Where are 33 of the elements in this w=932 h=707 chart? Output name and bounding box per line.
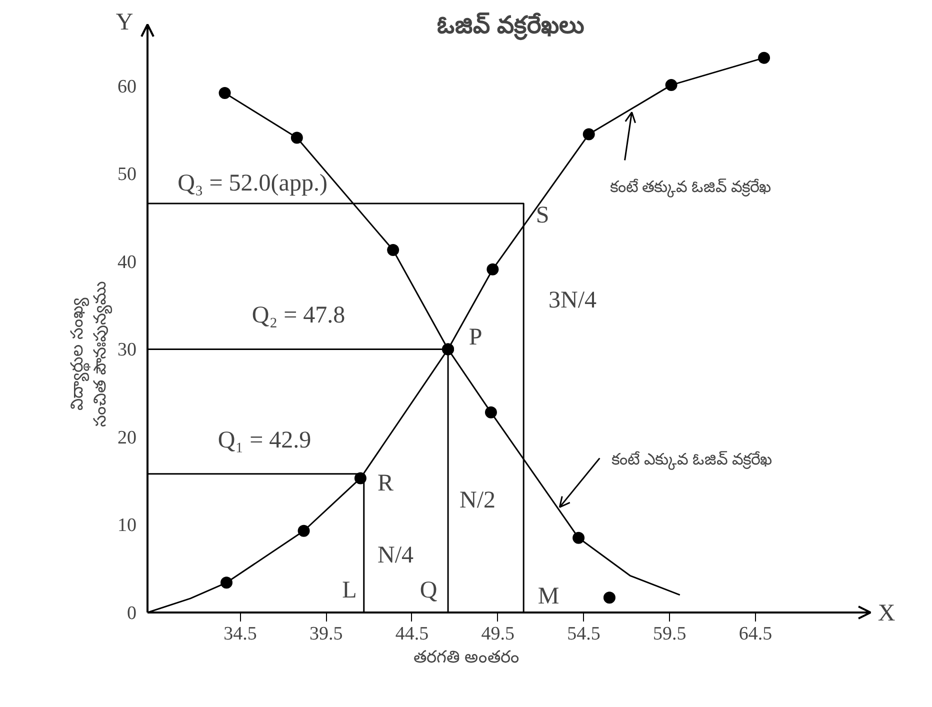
annotation: Q <box>420 578 438 604</box>
y-tick-label: 40 <box>118 252 136 273</box>
x-tick-label: 59.5 <box>652 624 686 644</box>
x-tick-label: 34.5 <box>224 624 257 644</box>
annotation: Q₂ = 47.8 <box>252 302 346 328</box>
text: X <box>878 600 896 626</box>
annotation: కంటే ఎక్కువ ఓజివ్ వక్రరేఖ <box>612 450 772 471</box>
annotation: R <box>377 470 394 496</box>
x-tick-label: 49.5 <box>481 624 514 644</box>
annotation: N/4 <box>378 542 414 568</box>
annotation: P <box>468 324 482 350</box>
x-tick-label: 64.5 <box>738 624 772 644</box>
y-tick-label: 20 <box>118 427 136 448</box>
annotation: S <box>536 202 550 228</box>
x-tick-label: 54.5 <box>567 624 600 644</box>
annotation: 3N/4 <box>548 288 596 314</box>
y-tick-label: 10 <box>118 515 136 536</box>
annotation: Q₃ = 52.0(app.) <box>178 170 328 196</box>
annotation: N/2 <box>460 488 496 514</box>
x-tick-label: 39.5 <box>309 624 343 644</box>
x-axis-title: తరగతి అంతరం <box>414 648 520 666</box>
annotation: L <box>342 578 357 604</box>
annotation: Q₁ = 42.9 <box>218 428 312 454</box>
text: Y <box>116 10 134 36</box>
annotation: కంటే తక్కువ ఓజివ్ వక్రరేఖ <box>610 178 772 198</box>
y-tick-label: 30 <box>118 340 136 361</box>
annotation: M <box>538 584 560 610</box>
y-axis-title: విద్యార్థుల సంఖ్య సంచిత పౌనఃపున్యము <box>68 281 112 427</box>
y-tick-label: 0 <box>127 603 136 624</box>
y-tick-label: 50 <box>118 164 136 186</box>
chart-title: ఓజివ్ వక్రరేఖలు <box>437 12 584 41</box>
y-tick-label: 60 <box>118 76 136 98</box>
x-tick-label: 44.5 <box>395 624 429 644</box>
